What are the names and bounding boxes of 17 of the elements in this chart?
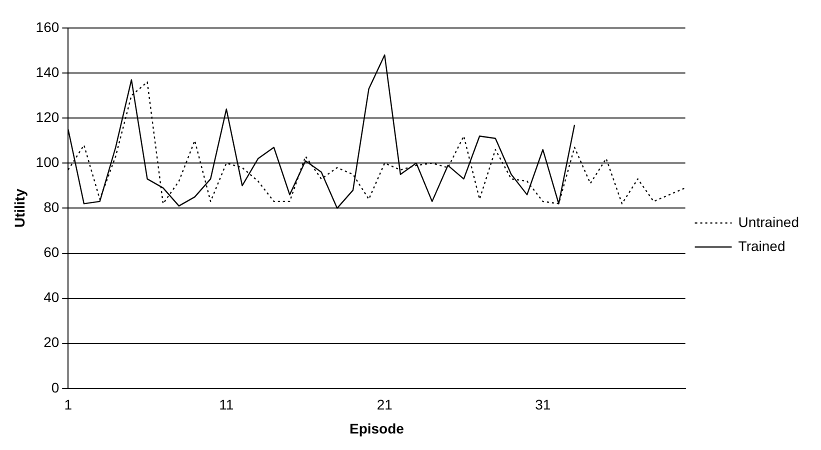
y-axis-title: Utility <box>11 188 28 228</box>
y-tick-label: 20 <box>44 334 60 350</box>
y-tick-label: 80 <box>44 199 60 216</box>
x-tick-label: 1 <box>64 396 72 413</box>
x-tick-label: 11 <box>219 396 234 413</box>
y-tick-label: 100 <box>36 154 60 170</box>
y-tick-label: 140 <box>36 64 60 80</box>
y-tick-label: 120 <box>36 108 60 125</box>
y-tick-label: 60 <box>44 244 60 260</box>
x-tick-label: 21 <box>376 396 393 413</box>
y-tick-label: 40 <box>44 289 60 306</box>
x-axis-title: Episode <box>349 420 404 436</box>
x-tick-label: 31 <box>535 396 551 413</box>
legend-label: Untrained <box>738 214 799 230</box>
y-tick-label: 0 <box>51 379 60 396</box>
y-tick-label: 160 <box>36 18 60 35</box>
legend-label: Trained <box>738 238 786 254</box>
